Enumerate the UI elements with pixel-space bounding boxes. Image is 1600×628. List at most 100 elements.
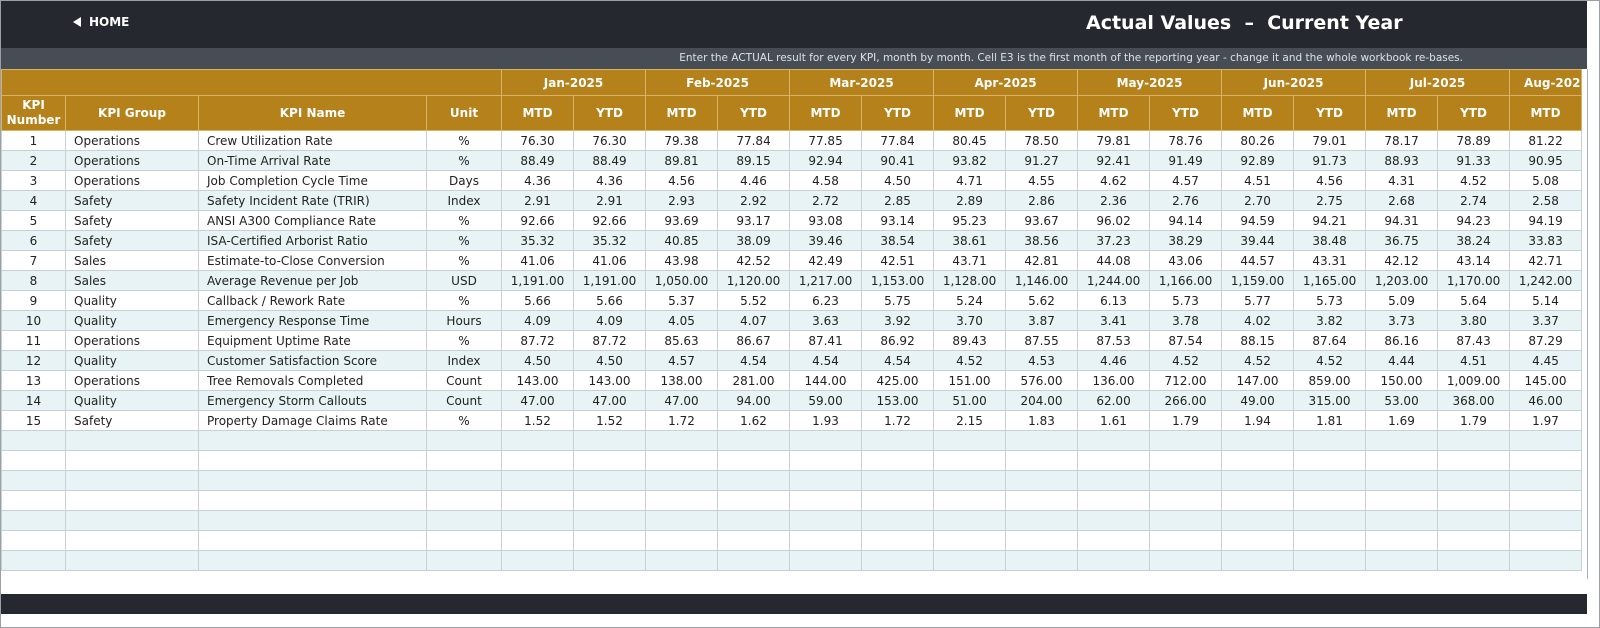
cell: 4.62 [1077, 170, 1151, 191]
cell: Average Revenue per Job [198, 270, 427, 291]
empty-cell [1005, 530, 1079, 551]
cell: 4.57 [1149, 170, 1223, 191]
cell: 78.17 [1365, 130, 1439, 151]
cell: 43.31 [1293, 250, 1367, 271]
cell: 1,159.00 [1221, 270, 1295, 291]
cell: Sales [65, 250, 199, 271]
home-button[interactable]: HOME [73, 15, 129, 29]
empty-cell [426, 550, 502, 571]
empty-cell [1437, 490, 1511, 511]
cell: 39.44 [1221, 230, 1295, 251]
empty-cell [1149, 510, 1223, 531]
cell: 79.38 [645, 130, 719, 151]
empty-cell [198, 470, 427, 491]
cell: 43.06 [1149, 250, 1223, 271]
empty-cell [1509, 490, 1583, 511]
empty-cell [1077, 470, 1151, 491]
empty-cell [1509, 510, 1583, 531]
empty-cell [198, 550, 427, 571]
empty-cell [1077, 490, 1151, 511]
cell: 1.61 [1077, 410, 1151, 431]
empty-cell [717, 430, 791, 451]
empty-cell [1005, 430, 1079, 451]
cell: 62.00 [1077, 390, 1151, 411]
empty-cell [1005, 470, 1079, 491]
data-row: 10 Quality Emergency Response Time Hours 4.0… [1, 310, 1583, 331]
empty-cell [1437, 430, 1511, 451]
cell: Safety [65, 210, 199, 231]
cell: 3.73 [1365, 310, 1439, 331]
kpi-table: Jan-2025 Feb-2025 Mar-2025 Apr-2025 May-2025… [1, 69, 1583, 571]
cell: 92.94 [789, 150, 863, 171]
cell: 42.49 [789, 250, 863, 271]
cell: 204.00 [1005, 390, 1079, 411]
cell: 89.81 [645, 150, 719, 171]
cell: 3.78 [1149, 310, 1223, 331]
empty-cell [426, 510, 502, 531]
cell: 4.58 [789, 170, 863, 191]
cell: 5.66 [501, 290, 574, 311]
cell: 3.87 [1005, 310, 1079, 331]
empty-cell [501, 430, 574, 451]
cell: 96.02 [1077, 210, 1151, 231]
empty-cell [572, 550, 647, 571]
cell: 144.00 [789, 370, 863, 391]
cell: 42.52 [717, 250, 791, 271]
cell: 12 [1, 350, 66, 371]
cell: 43.14 [1437, 250, 1511, 271]
cell: 4.54 [789, 350, 863, 371]
empty-cell [1149, 450, 1223, 471]
empty-cell [1293, 510, 1367, 531]
data-row: 1 Operations Crew Utilization Rate% 76.30 76… [1, 130, 1583, 151]
empty-cell [1293, 530, 1367, 551]
cell: 92.66 [572, 210, 647, 231]
cell: 4.52 [1293, 350, 1367, 371]
cell: 4.52 [1221, 350, 1295, 371]
cell: ANSI A300 Compliance Rate [198, 210, 427, 231]
empty-cell [933, 430, 1007, 451]
cell: 576.00 [1005, 370, 1079, 391]
cell: 6 [1, 230, 66, 251]
empty-cell [1, 510, 66, 531]
cell: 4.52 [933, 350, 1007, 371]
month-header: Jul-2025 [1365, 69, 1511, 96]
empty-cell [861, 490, 935, 511]
empty-cell [1365, 430, 1439, 451]
cell: 35.32 [501, 230, 574, 251]
cell: 1,244.00 [1077, 270, 1151, 291]
cell: 3.80 [1437, 310, 1511, 331]
footer-bar [1, 594, 1587, 614]
empty-cell [645, 470, 719, 491]
month-header: Feb-2025 [645, 69, 791, 96]
cell: 87.72 [501, 330, 574, 351]
cell: % [426, 410, 502, 431]
cell: 53.00 [1365, 390, 1439, 411]
empty-cell [65, 550, 199, 571]
column-header: KPI Number [1, 95, 66, 131]
empty-cell [426, 430, 502, 451]
data-row: 3 Operations Job Completion Cycle Time Days… [1, 170, 1583, 191]
cell: 5.73 [1293, 290, 1367, 311]
cell: 2 [1, 150, 66, 171]
empty-cell [1221, 430, 1295, 451]
cell: 4.56 [1293, 170, 1367, 191]
cell: 4.36 [572, 170, 647, 191]
empty-cell [1509, 530, 1583, 551]
cell: 93.17 [717, 210, 791, 231]
cell: 6.13 [1077, 290, 1151, 311]
cell: Emergency Response Time [198, 310, 427, 331]
cell: 3.63 [789, 310, 863, 331]
cell: 43.71 [933, 250, 1007, 271]
cell: 93.67 [1005, 210, 1079, 231]
cell: Safety [65, 190, 199, 211]
cell: 38.56 [1005, 230, 1079, 251]
cell: Property Damage Claims Rate [198, 410, 427, 431]
empty-cell [1365, 470, 1439, 491]
empty-row [1, 550, 1583, 571]
empty-cell [717, 490, 791, 511]
cell: 77.85 [789, 130, 863, 151]
cell: 2.89 [933, 190, 1007, 211]
empty-row [1, 450, 1583, 471]
cell: Customer Satisfaction Score [198, 350, 427, 371]
empty-cell [1149, 530, 1223, 551]
